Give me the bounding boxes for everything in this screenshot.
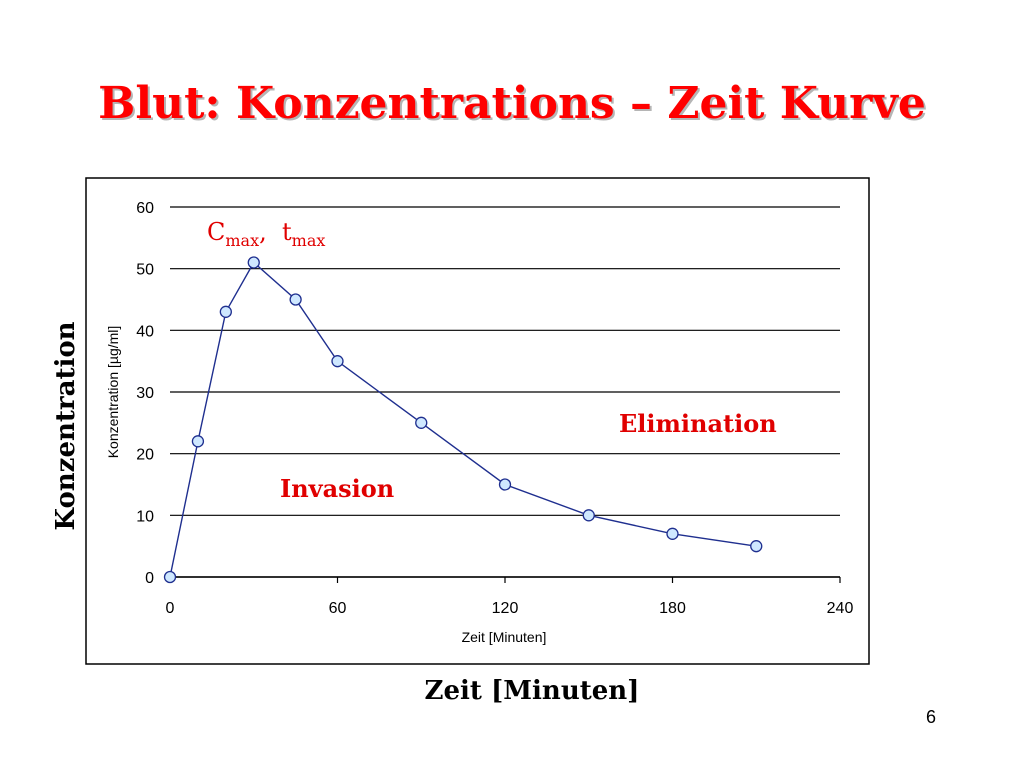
data-point-7 (498, 478, 512, 491)
peak-t: t (282, 218, 292, 246)
invasion-label: Invasion (280, 474, 394, 503)
peak-t-sub: max (292, 231, 326, 250)
x-tick-label-0: 0 (166, 600, 175, 617)
data-series (163, 256, 763, 584)
outer-y-axis-label: Konzentration (51, 321, 81, 531)
x-tick-label-60: 60 (329, 600, 347, 617)
data-point-0 (163, 570, 177, 584)
data-point-4 (289, 293, 302, 306)
data-point-3 (247, 256, 260, 269)
y-tick-label-0: 0 (145, 570, 154, 587)
x-tick-label-120: 120 (492, 600, 519, 617)
data-point-8 (582, 509, 595, 522)
peak-c-sub: max (225, 231, 259, 250)
y-tick-label-30: 30 (136, 385, 154, 402)
data-point-5 (331, 355, 344, 368)
x-tick-label-240: 240 (827, 600, 854, 617)
y-tick-label-50: 50 (136, 262, 154, 279)
y-tick-label-10: 10 (136, 508, 154, 525)
x-tick-label-180: 180 (659, 600, 686, 617)
y-tick-label-20: 20 (136, 447, 154, 464)
inner-x-axis-label: Zeit [Minuten] (462, 629, 547, 645)
data-point-9 (666, 527, 679, 540)
data-point-6 (415, 416, 428, 429)
data-point-10 (750, 540, 763, 553)
tick-labels: 0 10 20 30 40 50 60 0 60 120 180 240 (136, 200, 853, 617)
peak-separator: , (259, 218, 282, 246)
y-tick-label-60: 60 (136, 200, 154, 217)
peak-c: C (207, 218, 225, 246)
data-point-2 (219, 305, 232, 318)
inner-y-axis-label: Konzentration [µg/ml] (105, 326, 121, 459)
peak-annotation: Cmax, tmax (207, 218, 325, 250)
data-point-1 (191, 435, 205, 448)
outer-x-axis-label: Zeit [Minuten] (424, 676, 640, 706)
elimination-label: Elimination (619, 409, 777, 438)
grid-lines (170, 206, 840, 578)
chart-frame (85, 177, 870, 665)
slide-title: Blut: Konzentrations – Zeit Kurve (98, 78, 926, 129)
page-number: 6 (926, 707, 937, 727)
y-tick-label-40: 40 (136, 323, 154, 340)
